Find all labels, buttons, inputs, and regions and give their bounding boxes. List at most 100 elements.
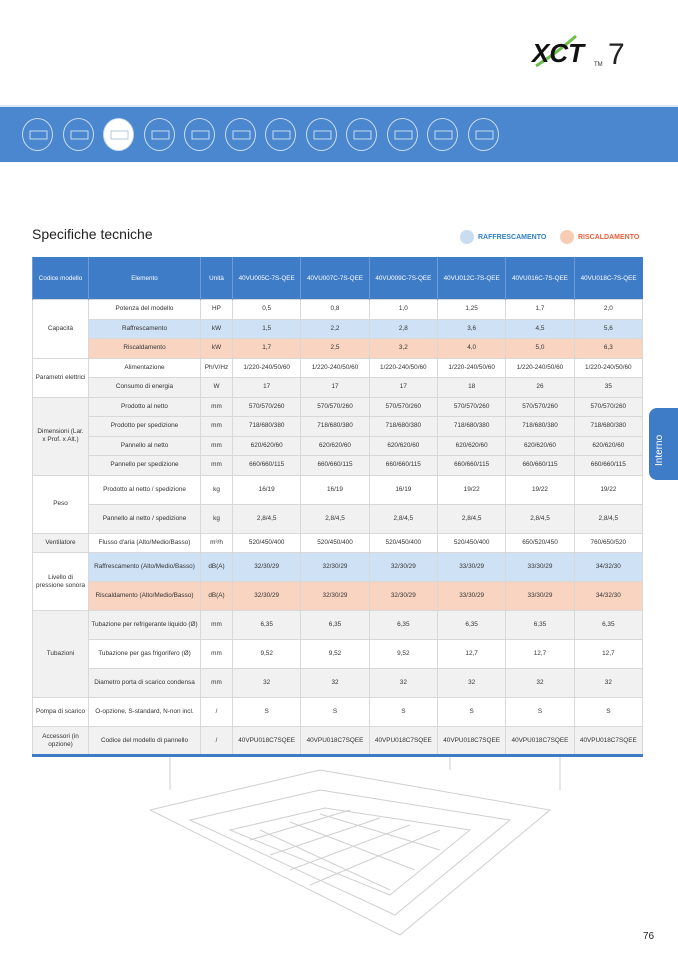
outdoor-unit-icon[interactable] bbox=[467, 118, 499, 151]
floor-ceiling-icon[interactable] bbox=[346, 118, 377, 151]
table-row: Pannello per spedizione mm 660/660/115 660/… bbox=[33, 455, 644, 476]
value-cell: 40VPU018C7SQEE bbox=[436, 726, 507, 756]
item-cell: Tubazione per refrigerante liquido (Ø) bbox=[88, 610, 201, 640]
value-cell: 40VPU018C7SQEE bbox=[300, 726, 370, 756]
unit-cell: / bbox=[200, 697, 233, 727]
item-cell: Consumo di energia bbox=[88, 377, 201, 398]
header-cell: 40VU016C-7S-QEE bbox=[505, 257, 575, 300]
header-cell: Unità bbox=[200, 257, 233, 300]
value-cell: 718/680/380 bbox=[436, 416, 507, 437]
legend-heating: RISCALDAMENTO bbox=[560, 230, 639, 244]
unit-cell: mm bbox=[200, 610, 233, 640]
cassette-unit-icon[interactable] bbox=[62, 118, 94, 151]
header-cell: Elemento bbox=[88, 257, 201, 300]
group-label: Pompa di scarico bbox=[32, 697, 89, 727]
value-cell: 520/450/400 bbox=[300, 532, 370, 553]
unit-cell: mm bbox=[200, 416, 233, 437]
value-cell: 570/570/260 bbox=[436, 396, 507, 417]
value-cell: 2,8 bbox=[368, 318, 438, 339]
unit-cell: mm bbox=[200, 435, 233, 456]
svg-text:7: 7 bbox=[608, 38, 625, 71]
header-cell: 40VU005C-7S-QEE bbox=[231, 257, 301, 300]
unit-cell: dB(A) bbox=[200, 581, 233, 611]
value-cell: 0,8 bbox=[300, 299, 370, 320]
value-cell: S bbox=[300, 697, 370, 727]
value-cell: 3,2 bbox=[368, 338, 438, 359]
item-cell: O-opzione, S-standard, N-non incl. bbox=[88, 697, 201, 727]
cabinet-icon[interactable] bbox=[427, 118, 458, 151]
header-cell: Codice modello bbox=[32, 257, 89, 300]
value-cell: 760/650/520 bbox=[573, 532, 644, 553]
value-cell: 570/570/260 bbox=[573, 396, 644, 417]
value-cell: 19/22 bbox=[436, 474, 507, 505]
group-label: Dimensioni (Lar. x Prof. x Alt.) bbox=[32, 396, 89, 476]
value-cell: 718/680/380 bbox=[368, 416, 438, 437]
value-cell: 40VPU018C7SQEE bbox=[505, 726, 575, 756]
value-cell: 1,25 bbox=[436, 299, 507, 320]
table-row: Accessori (in opzione) Codice del modello… bbox=[32, 726, 644, 756]
value-cell: 650/520/450 bbox=[505, 532, 575, 553]
item-cell: Flusso d'aria (Alto/Medio/Basso) bbox=[88, 532, 201, 553]
duct-unit-icon[interactable] bbox=[224, 118, 256, 151]
value-cell: 2,8/4,5 bbox=[505, 503, 575, 534]
console-icon[interactable] bbox=[386, 118, 418, 151]
value-cell: 1,5 bbox=[231, 318, 302, 339]
wall-unit-icon[interactable] bbox=[305, 118, 337, 151]
value-cell: 17 bbox=[300, 377, 370, 398]
legend-cooling-label: RAFFRESCAMENTO bbox=[478, 233, 547, 241]
unit-cell: dB(A) bbox=[200, 552, 233, 582]
header-cell: 40VU012C-7S-QEE bbox=[436, 257, 506, 300]
value-cell: 570/570/260 bbox=[231, 396, 302, 417]
page-number: 76 bbox=[643, 931, 655, 942]
cassette-unit-icon[interactable] bbox=[22, 118, 53, 151]
value-cell: 620/620/60 bbox=[436, 435, 507, 456]
group-label: Accessori (in opzione) bbox=[32, 726, 89, 756]
item-cell: Pannello al netto / spedizione bbox=[88, 503, 201, 534]
legend-cooling: RAFFRESCAMENTO bbox=[460, 230, 546, 244]
duct-unit-icon[interactable] bbox=[184, 118, 215, 151]
value-cell: 32/30/29 bbox=[368, 552, 438, 582]
duct-unit-icon[interactable] bbox=[265, 118, 296, 151]
value-cell: 620/620/60 bbox=[505, 435, 575, 456]
value-cell: 9,52 bbox=[300, 639, 370, 669]
value-cell: 35 bbox=[573, 377, 644, 398]
value-cell: 26 bbox=[505, 377, 575, 398]
unit-cell: m³/h bbox=[200, 532, 233, 553]
group-label: Tubazioni bbox=[32, 610, 89, 698]
value-cell: 32 bbox=[573, 668, 644, 698]
value-cell: 40VPU018C7SQEE bbox=[573, 726, 644, 756]
value-cell: 1/220-240/50/60 bbox=[505, 357, 575, 378]
compact-cassette-icon[interactable] bbox=[103, 118, 134, 151]
item-cell: Raffrescamento (Alto/Medio/Basso) bbox=[88, 552, 201, 582]
value-cell: 33/30/29 bbox=[505, 581, 575, 611]
value-cell: 16/19 bbox=[231, 474, 302, 505]
value-cell: 32 bbox=[300, 668, 370, 698]
value-cell: 12,7 bbox=[505, 639, 575, 669]
value-cell: 33/30/29 bbox=[436, 581, 507, 611]
value-cell: 32/30/29 bbox=[368, 581, 438, 611]
group-label: Capacità bbox=[32, 299, 89, 359]
value-cell: 6,35 bbox=[300, 610, 370, 640]
product-category-banner bbox=[0, 105, 678, 162]
table-row: Pannello al netto / spedizione kg 2,8/4,5 2… bbox=[33, 503, 644, 534]
item-cell: Raffrescamento bbox=[88, 318, 201, 339]
side-tab-interno[interactable]: Interno bbox=[649, 408, 678, 480]
group-label: Ventilatore bbox=[32, 532, 89, 553]
value-cell: 620/620/60 bbox=[368, 435, 438, 456]
item-cell: Potenza del modello bbox=[88, 299, 201, 320]
value-cell: 520/450/400 bbox=[231, 532, 302, 553]
item-cell: Pannello per spedizione bbox=[88, 455, 201, 476]
table-row: Raffrescamento kW 1,5 2,2 2,8 3,6 4,5 5,6 bbox=[33, 318, 644, 339]
unit-cell: mm bbox=[200, 668, 233, 698]
table-row: Livello di pressione sonora Raffrescament… bbox=[32, 552, 644, 611]
value-cell: 32/30/29 bbox=[300, 581, 370, 611]
value-cell: 16/19 bbox=[368, 474, 438, 505]
cassette-4way-icon[interactable] bbox=[143, 118, 175, 151]
value-cell: 9,52 bbox=[368, 639, 438, 669]
value-cell: 3,6 bbox=[436, 318, 507, 339]
value-cell: 40VPU018C7SQEE bbox=[231, 726, 302, 756]
value-cell: 17 bbox=[231, 377, 302, 398]
value-cell: 19/22 bbox=[505, 474, 575, 505]
value-cell: 6,35 bbox=[368, 610, 438, 640]
value-cell: 2,8/4,5 bbox=[300, 503, 370, 534]
